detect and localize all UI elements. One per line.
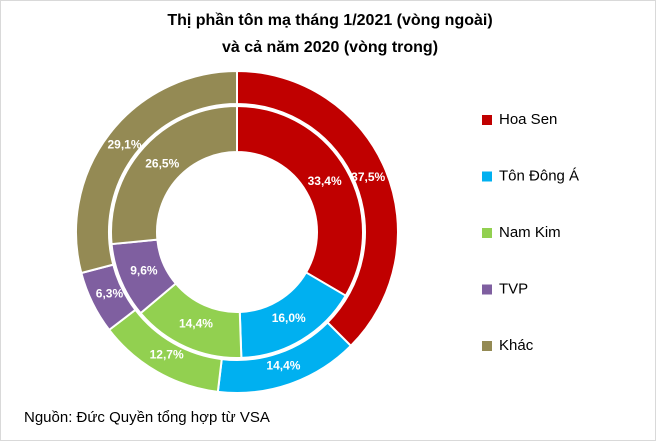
legend-label: Hoa Sen xyxy=(499,111,557,128)
donut-slice xyxy=(75,69,238,275)
data-label: 6,3% xyxy=(96,287,124,301)
legend-swatch xyxy=(482,115,492,125)
legend-label: Khác xyxy=(499,337,534,354)
chart-title: và cả năm 2020 (vòng trong) xyxy=(222,39,438,56)
legend-swatch xyxy=(482,171,492,182)
donut-slice xyxy=(236,104,364,298)
legend-swatch xyxy=(482,228,492,238)
legend-label: TVP xyxy=(499,280,528,297)
data-label: 26,5% xyxy=(145,156,179,170)
data-label: 14,4% xyxy=(266,358,300,372)
data-label: 14,4% xyxy=(179,316,213,330)
source-note: Nguồn: Đức Quyền tổng hợp từ VSA xyxy=(24,409,270,426)
legend-label: Tôn Đông Á xyxy=(499,167,579,184)
legend-swatch xyxy=(482,284,492,295)
data-label: 29,1% xyxy=(108,137,142,151)
legend-label: Nam Kim xyxy=(499,224,561,241)
data-label: 16,0% xyxy=(272,311,306,325)
data-label: 12,7% xyxy=(150,348,184,362)
donut-slice xyxy=(110,104,238,246)
chart-title: Thị phần tôn mạ tháng 1/2021 (vòng ngoài… xyxy=(167,12,492,29)
data-label: 37,5% xyxy=(351,170,385,184)
legend-swatch xyxy=(482,341,492,351)
data-label: 33,4% xyxy=(308,174,342,188)
data-label: 9,6% xyxy=(130,263,158,277)
